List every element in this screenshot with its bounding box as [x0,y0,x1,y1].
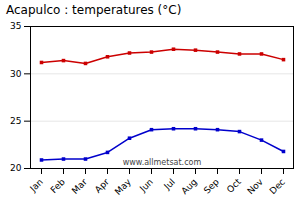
svg-text:25: 25 [10,116,21,126]
svg-text:35: 35 [10,21,21,31]
svg-text:www.allmetsat.com: www.allmetsat.com [123,158,202,167]
svg-text:Jan: Jan [27,177,45,195]
svg-text:30: 30 [10,69,22,79]
svg-text:Dec: Dec [268,177,287,196]
svg-text:Nov: Nov [245,176,265,196]
svg-text:May: May [113,176,134,197]
svg-text:Feb: Feb [49,177,68,196]
html-text:Acapulco : temperatures (°C): Acapulco : temperatures (°C) [6,3,182,17]
svg-text:Sep: Sep [202,177,221,196]
svg-text:Oct: Oct [225,176,243,194]
svg-text:Aug: Aug [179,177,199,197]
svg-text:Jul: Jul [161,177,176,192]
svg-text:Mar: Mar [70,176,89,195]
svg-text:Jun: Jun [137,177,155,195]
svg-text:20: 20 [10,163,22,173]
svg-text:Apr: Apr [93,177,111,195]
